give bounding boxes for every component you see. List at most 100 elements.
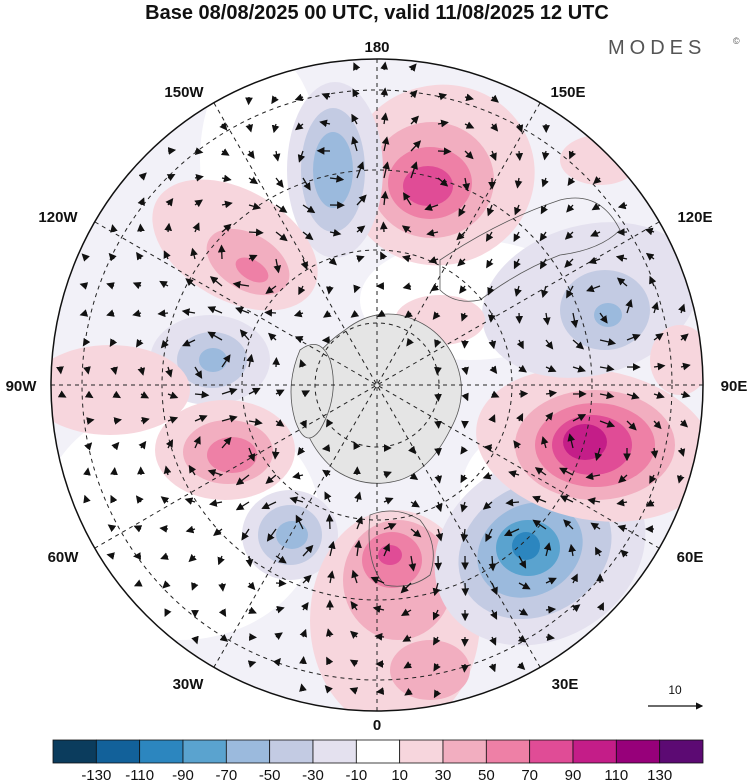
wind-arrow	[245, 123, 254, 133]
wind-arrow	[324, 491, 332, 503]
wind-arrow	[302, 574, 312, 584]
wind-arrow	[322, 469, 331, 478]
lon-label-30e: 30E	[552, 676, 579, 693]
wind-arrow	[106, 309, 115, 317]
wind-arrow	[247, 660, 257, 668]
colorbar	[52, 739, 704, 764]
wind-arrow	[404, 688, 413, 696]
wind-arrow	[408, 445, 417, 455]
wind-arrow	[207, 469, 223, 477]
wind-arrow	[534, 467, 547, 476]
wind-arrow	[110, 467, 118, 476]
wind-arrow	[567, 177, 576, 186]
wind-arrow	[157, 309, 169, 318]
wind-arrow	[299, 359, 307, 368]
negative-anomaly	[276, 521, 308, 549]
wind-arrow	[272, 150, 281, 162]
lon-label-60e: 60E	[677, 549, 704, 566]
wind-arrow	[221, 223, 232, 233]
wind-arrow	[209, 499, 223, 507]
wind-arrow	[596, 602, 604, 611]
wind-arrow	[488, 555, 497, 572]
wind-arrow	[559, 467, 574, 476]
wind-arrow	[406, 337, 414, 347]
map-border	[50, 58, 704, 712]
wind-arrow	[271, 95, 279, 105]
wind-arrow	[410, 500, 420, 508]
colorbar-ticks: -130 -110 -90 -70 -50 -30 -10 10 30 50 70 90 110 130	[81, 767, 672, 783]
wind-arrow	[616, 498, 628, 507]
colorbar-tick-label: 130	[647, 767, 672, 783]
wind-arrow	[138, 172, 147, 181]
wind-arrow	[165, 366, 173, 378]
wind-arrow	[247, 581, 256, 591]
wind-arrow	[221, 436, 232, 449]
wind-arrow	[112, 390, 122, 399]
wind-arrow	[188, 464, 197, 476]
positive-anomaly	[235, 257, 269, 283]
wind-arrow	[540, 204, 548, 215]
wind-arrow	[192, 222, 200, 233]
wind-arrow	[239, 329, 250, 341]
wind-arrow	[594, 447, 603, 462]
wind-arrow	[292, 471, 304, 480]
wind-arrow	[140, 416, 150, 425]
wind-arrow	[570, 312, 579, 329]
wind-arrow	[350, 630, 359, 639]
wind-arrow	[181, 308, 196, 316]
positive-anomaly	[403, 166, 453, 206]
wind-arrow	[232, 280, 250, 289]
wind-arrow	[275, 231, 288, 242]
wind-arrow	[275, 177, 284, 188]
wind-arrow	[275, 389, 285, 397]
wind-arrow	[247, 447, 256, 462]
wind-arrow	[571, 604, 581, 613]
wind-arrow	[482, 471, 493, 480]
wind-arrow	[459, 285, 467, 294]
wind-arrow	[160, 552, 169, 560]
wind-arrow	[532, 495, 547, 503]
positive-anomaly	[207, 437, 257, 473]
colorbar-swatch	[95, 739, 141, 764]
wind-arrow	[297, 150, 306, 163]
wind-arrow	[400, 608, 412, 616]
wind-arrow	[319, 119, 331, 128]
wind-arrow	[137, 366, 146, 376]
colorbar-swatch	[529, 739, 574, 764]
wind-arrow	[248, 202, 262, 211]
wind-arrow	[164, 608, 172, 617]
wind-arrow	[380, 87, 389, 98]
wind-arrow	[486, 204, 495, 217]
wind-arrow	[593, 176, 602, 185]
wind-arrow	[219, 122, 228, 131]
colorbar-tick-label: 30	[435, 767, 452, 783]
wind-arrow	[354, 491, 362, 503]
wind-arrow	[218, 582, 226, 592]
colorbar-swatch	[139, 739, 184, 764]
wind-arrow	[86, 417, 95, 425]
wind-arrow	[508, 470, 520, 478]
wind-arrow	[464, 121, 475, 129]
wind-arrow	[194, 147, 204, 155]
wind-arrow	[513, 258, 521, 270]
wind-arrow	[163, 465, 172, 476]
wind-arrow	[514, 285, 522, 297]
wind-arrow	[383, 471, 392, 479]
wind-arrow	[409, 472, 419, 481]
wind-arrow	[293, 309, 304, 318]
wind-arrow	[135, 338, 144, 348]
wind-arrow	[221, 174, 232, 183]
wind-arrow	[248, 418, 263, 426]
wind-arrow	[486, 258, 494, 269]
wind-arrow	[217, 244, 226, 260]
wind-arrow	[351, 136, 359, 152]
wind-arrow	[541, 177, 549, 188]
wind-arrow	[590, 522, 601, 531]
positive-anomaly	[378, 545, 402, 565]
wind-arrow	[377, 309, 386, 318]
wind-arrow	[241, 528, 250, 541]
wind-arrow	[487, 312, 496, 323]
negative-anomaly	[313, 132, 353, 208]
wind-arrow	[599, 364, 615, 373]
wind-arrow	[353, 441, 361, 450]
